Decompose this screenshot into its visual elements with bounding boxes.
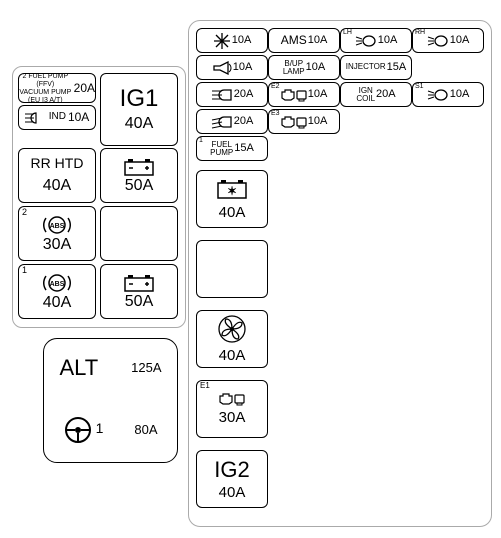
abs1-amp: 40A [43, 295, 71, 312]
fuelpump-line4: (EU I3 A/T) [28, 97, 63, 104]
grid-cell-r4-c0: 1FUELPUMP15A [196, 136, 268, 161]
fuse-fuelpump-ffv: 2 FUEL PUMP (FFV) VACUUM PUMP (EU I3 A/T… [18, 73, 96, 103]
ind-label: IND [49, 112, 66, 123]
grid-cell-r3-c0: 20A [196, 109, 268, 134]
beam-icon [25, 111, 47, 125]
fuse-bplus2: B+2 50A [100, 148, 178, 203]
tall-cell-0: ✶40A [196, 170, 268, 228]
grid-cell-r3-c1: E310A [268, 109, 340, 134]
fuelpump-line3: VACUUM PUMP [19, 89, 71, 96]
svg-text:ABS: ABS [50, 223, 65, 230]
abs-icon: ABS [43, 272, 71, 294]
engine-icon [281, 88, 307, 102]
fuelpump-amp: 20A [74, 82, 95, 95]
grid-cell-r2-c0: 20A [196, 82, 268, 107]
grid-cell-r1-c1: B/UPLAMP10A [268, 55, 340, 80]
steering-icon: 1 [63, 415, 93, 445]
abs2-sup: 2 [22, 208, 27, 217]
fuelpump-line2: (FFV) [36, 81, 54, 88]
bplus2-amp: 50A [125, 178, 153, 195]
abs-icon: ABS [43, 214, 71, 236]
grid-cell-r2-c2: IGNCOIL20A [340, 82, 412, 107]
fuse-ig1: IG1 40A [100, 73, 178, 146]
ig1-amp: 40A [125, 116, 153, 133]
grid-cell-r2-c3: S110A [412, 82, 484, 107]
ig1-label: IG1 [120, 86, 159, 111]
lamp-icon [427, 34, 449, 48]
snow-icon [213, 32, 231, 50]
steer-sup: 1 [96, 421, 104, 436]
grid-cell-r0-c2: LH10A [340, 28, 412, 53]
tall-cell-1 [196, 240, 268, 298]
tall-cell-3: E130A [196, 380, 268, 438]
fuse-empty-mid [100, 206, 178, 261]
steer-amp: 80A [134, 423, 157, 437]
rrhtd-label: RR HTD [31, 156, 84, 171]
fuse-abs-2: 2 ABS 30A [18, 206, 96, 261]
abs2-amp: 30A [43, 237, 71, 254]
grid-cell-r0-c0: 10A [196, 28, 268, 53]
ind-amp: 10A [68, 111, 89, 124]
battery-icon [123, 273, 155, 293]
engine-icon [219, 392, 245, 406]
grid-cell-r1-c2: INJECTOR15A [340, 55, 412, 80]
beam_lo-icon [211, 115, 233, 129]
grid-cell-r0-c3: RH10A [412, 28, 484, 53]
rrhtd-amp: 40A [43, 178, 71, 195]
abs1-sup: 1 [22, 266, 27, 275]
tall-cell-2: 40A [196, 310, 268, 368]
lamp-icon [427, 88, 449, 102]
beam_hi-icon [211, 88, 233, 102]
fuse-bplus1: B+1 50A [100, 264, 178, 319]
grid-cell-r0-c1: AMS10A [268, 28, 340, 53]
panel-alt-steering: ALT 125A 1 80A [43, 338, 178, 463]
grid-cell-r1-c0: 10A [196, 55, 268, 80]
svg-text:✶: ✶ [227, 184, 237, 198]
alt-label: ALT [59, 356, 98, 379]
battery_x-icon: ✶ [215, 177, 249, 201]
tall-cell-4: IG240A [196, 450, 268, 508]
engine-icon [281, 115, 307, 129]
horn-icon [212, 61, 232, 75]
fuse-ind: IND 10A [18, 105, 96, 130]
bplus1-amp: 50A [125, 294, 153, 311]
fuse-rr-htd: RR HTD 40A [18, 148, 96, 203]
alt-amp: 125A [131, 361, 161, 375]
svg-text:ABS: ABS [50, 281, 65, 288]
battery-icon [123, 157, 155, 177]
grid-cell-r2-c1: E210A [268, 82, 340, 107]
fuelpump-line1: 2 FUEL PUMP [23, 73, 69, 80]
fuse-abs-1: 1 ABS 40A [18, 264, 96, 319]
lamp-icon [355, 34, 377, 48]
fuse-box-diagram: 2 FUEL PUMP (FFV) VACUUM PUMP (EU I3 A/T… [8, 8, 493, 530]
fan-icon [217, 314, 247, 344]
